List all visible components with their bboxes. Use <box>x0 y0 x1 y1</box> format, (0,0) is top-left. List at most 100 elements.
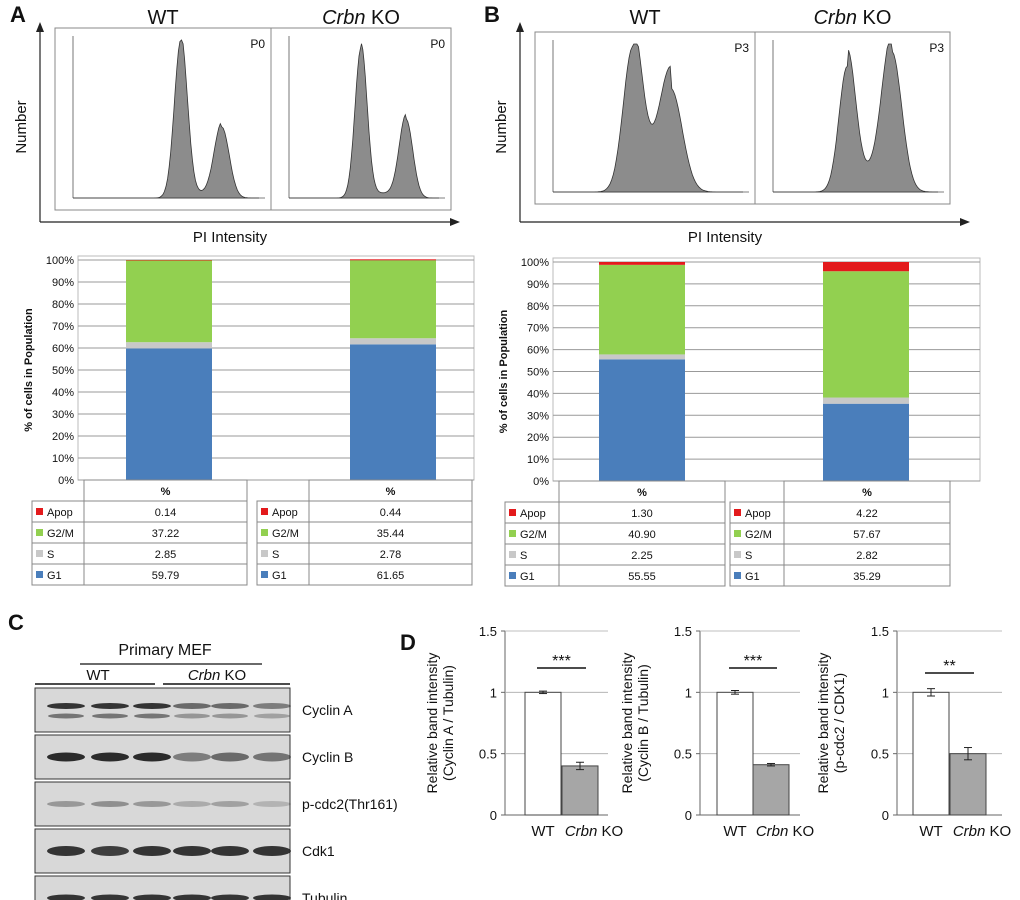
y-tick-label: 0 <box>685 808 692 823</box>
y-tick-label: 0.5 <box>674 747 692 762</box>
group-title-ko: Crbn KO <box>814 7 892 29</box>
histogram-area <box>73 39 259 199</box>
blot-band <box>47 894 85 900</box>
blot-band <box>253 703 291 709</box>
legend-swatch <box>734 530 741 537</box>
table-header: % <box>161 486 171 498</box>
y-tick-label: 90% <box>52 277 74 289</box>
B-histogram-panel: Number PI Intensity P3 P3 <box>493 22 970 246</box>
x-label-wt: WT <box>531 823 554 840</box>
y-tick-label: 1 <box>882 685 889 700</box>
bar-segment-g2m <box>599 264 685 355</box>
group-title-ko: Crbn KO <box>322 7 400 29</box>
blot-band <box>91 846 129 856</box>
blot-band <box>133 894 171 900</box>
table-value: 57.67 <box>853 529 881 541</box>
y-tick-label: 1 <box>490 685 497 700</box>
legend-swatch <box>509 509 516 516</box>
table-value: 59.79 <box>152 570 180 582</box>
table-value: 35.29 <box>853 571 881 583</box>
table-value: 2.25 <box>631 550 652 562</box>
legend-swatch <box>509 530 516 537</box>
significance-stars: *** <box>552 653 571 670</box>
x-label-ko: Crbn KO <box>953 823 1011 840</box>
y-tick-label: 40% <box>527 388 549 400</box>
histogram-area <box>553 43 743 193</box>
blot-band <box>91 894 129 900</box>
x-arrow-head <box>450 218 460 226</box>
legend-label: G1 <box>47 570 62 582</box>
blot-band-lower <box>254 713 290 719</box>
table-header: % <box>862 487 872 499</box>
y-arrow-head <box>36 22 44 32</box>
y-axis-label: Number <box>493 100 510 153</box>
blot-band <box>133 752 171 762</box>
table-value: 0.44 <box>380 507 401 519</box>
legend-swatch <box>36 508 43 515</box>
x-arrow-head <box>960 218 970 226</box>
legend-label: S <box>272 549 279 561</box>
y-axis-label-line2: (Cyclin B / Tubulin) <box>635 664 651 781</box>
y-tick-label: 70% <box>52 321 74 333</box>
B-stacked-panel: 0% 10% 20% 30% 40% 50% 60% 70% 80% 90% 100% % of ce… <box>498 257 981 587</box>
blot-band-lower <box>212 713 248 719</box>
histogram-area <box>289 43 439 199</box>
western-blot: Primary MEF Cyclin A Cyclin B p-cdc2(Thr161… <box>34 642 398 900</box>
blot-band <box>91 703 129 709</box>
legend-label: S <box>520 550 527 562</box>
legend-swatch <box>261 508 268 515</box>
y-tick-label: 0% <box>533 476 549 488</box>
blot-band <box>133 801 171 807</box>
passage-tag: P0 <box>430 37 445 51</box>
y-tick-label: 20% <box>527 432 549 444</box>
blot-band <box>211 752 249 762</box>
y-tick-label: 50% <box>527 367 549 379</box>
bar-segment-apop <box>823 262 909 272</box>
blot-band-lower <box>92 713 128 719</box>
blot-band-lower <box>134 713 170 719</box>
blot-group-ko: Crbn KO <box>188 667 246 684</box>
table-value: 2.82 <box>856 550 877 562</box>
table-value: 55.55 <box>628 571 656 583</box>
blot-label-1: Cyclin B <box>302 749 353 765</box>
bar-segment-g2m <box>823 271 909 398</box>
y-tick-label: 1 <box>685 685 692 700</box>
blot-band <box>253 801 291 807</box>
y-axis-label: % of cells in Population <box>23 308 35 432</box>
blot-band <box>253 846 291 856</box>
blot-band <box>211 801 249 807</box>
y-tick-label: 10% <box>52 453 74 465</box>
bar-segment-s <box>599 354 685 360</box>
bar-segment-g1 <box>599 359 685 481</box>
histogram-area <box>773 43 938 193</box>
bar-segment-s <box>350 338 436 345</box>
bar-ko <box>752 764 790 816</box>
x-label-wt: WT <box>723 823 746 840</box>
y-tick-label: 0.5 <box>479 747 497 762</box>
table-value: 2.78 <box>380 549 401 561</box>
legend-swatch <box>261 550 268 557</box>
significance-stars: *** <box>744 653 763 670</box>
legend-label: G2/M <box>47 528 74 540</box>
table-value: 4.22 <box>856 508 877 520</box>
bar-ko <box>949 753 987 816</box>
bar-segment-g1 <box>126 348 212 480</box>
bar-wt <box>524 691 562 816</box>
y-axis-label-line1: Relative band intensity <box>424 653 440 794</box>
blot-band <box>47 703 85 709</box>
blot-group-wt: WT <box>86 667 109 684</box>
y-axis-label-line1: Relative band intensity <box>619 653 635 794</box>
blot-band <box>173 894 211 900</box>
histogram-frame <box>54 27 272 211</box>
legend-swatch <box>36 571 43 578</box>
y-tick-label: 60% <box>52 343 74 355</box>
A-stacked-panel: 0% 10% 20% 30% 40% 50% 60% 70% 80% 90% 100% % of ce… <box>23 255 475 586</box>
y-tick-label: 1.5 <box>479 624 497 639</box>
table-value: 61.65 <box>377 570 405 582</box>
table-value: 35.44 <box>377 528 405 540</box>
legend-label: G2/M <box>745 529 772 541</box>
x-label-ko: Crbn KO <box>565 823 623 840</box>
table-value-cell <box>558 564 726 587</box>
group-title-wt: WT <box>147 7 178 29</box>
y-arrow-head <box>516 22 524 32</box>
